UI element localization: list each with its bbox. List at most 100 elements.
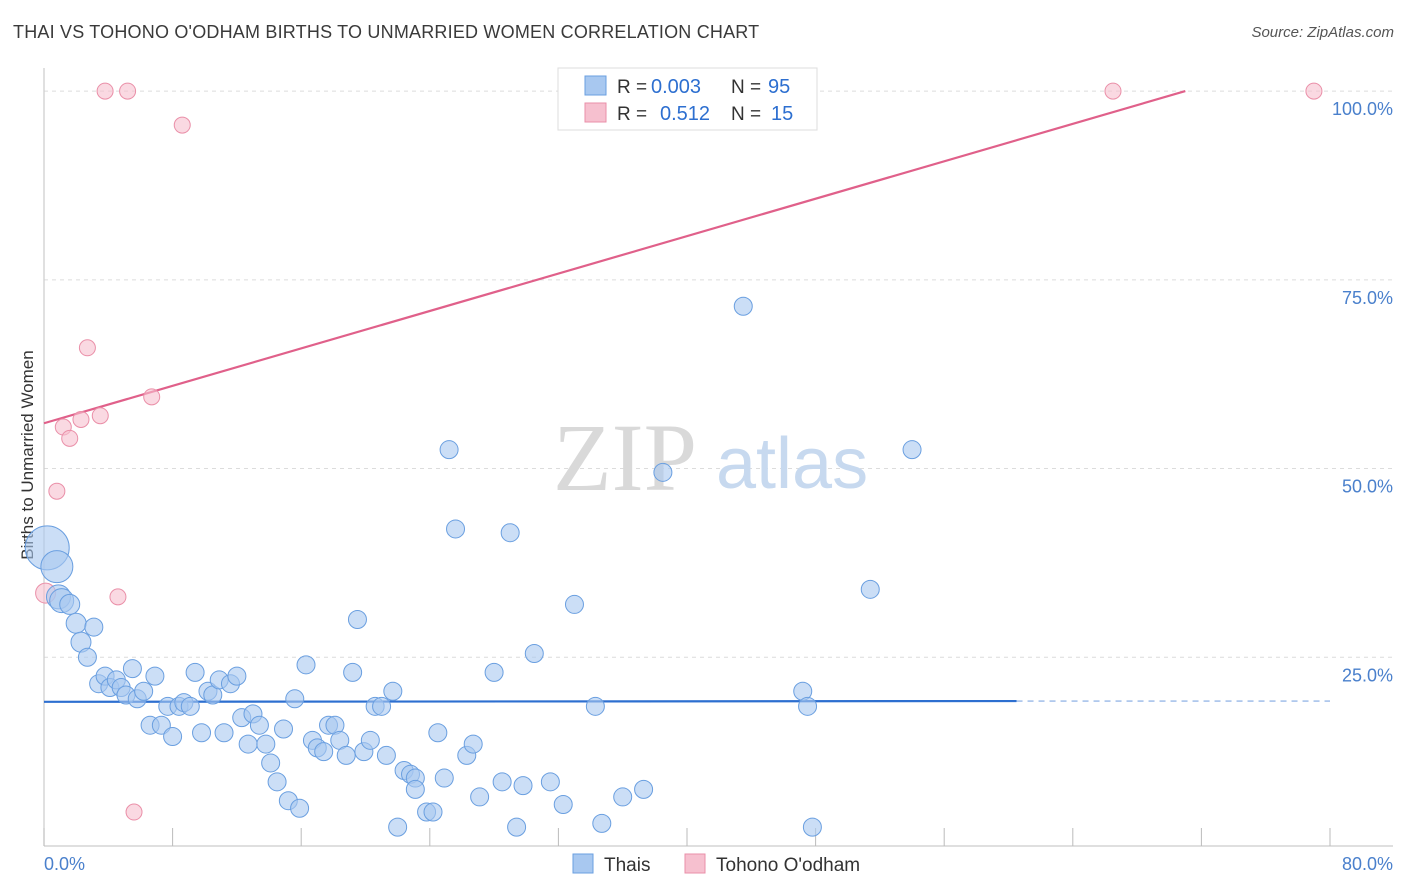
point-tohono — [61, 429, 79, 447]
point-tohono — [119, 82, 137, 100]
point-thais — [151, 715, 171, 735]
legend-n-label-thais: N = — [731, 77, 761, 98]
legend-bottom-label-tohono: Tohono O'odham — [716, 855, 860, 876]
watermark-atlas: atlas — [716, 424, 868, 504]
point-tohono — [96, 82, 114, 100]
watermark-zip: ZIP — [553, 404, 697, 511]
point-thais — [902, 440, 922, 460]
point-thais — [463, 734, 483, 754]
legend-bottom: Thais Tohono O'odham — [572, 853, 860, 876]
point-thais — [347, 610, 367, 630]
y-tick-label-50: 50.0% — [1342, 477, 1393, 497]
point-thais — [434, 768, 454, 788]
point-thais — [524, 644, 544, 663]
gridlines — [44, 90, 1393, 658]
y-tick-label-100: 100.0% — [1332, 99, 1393, 119]
point-thais — [145, 666, 165, 686]
legend-n-value-thais: 95 — [768, 76, 790, 98]
point-thais — [507, 817, 527, 837]
point-thais — [256, 734, 276, 754]
point-thais — [274, 719, 294, 739]
point-tohono — [1104, 82, 1122, 100]
point-thais — [860, 579, 880, 599]
watermark: ZIP atlas — [553, 404, 868, 511]
x-tick-label-min: 0.0% — [44, 854, 85, 874]
legend-r-value-tohono: 0.512 — [660, 103, 710, 125]
point-thais — [261, 753, 281, 773]
axes — [43, 68, 1393, 847]
legend-r-value-thais: 0.003 — [651, 76, 701, 98]
legend-top: R = 0.003 N = 95 R = 0.512 N = 15 — [557, 67, 818, 131]
point-thais — [500, 523, 520, 543]
point-thais — [185, 662, 205, 682]
point-thais — [314, 742, 334, 762]
point-tohono — [125, 803, 143, 821]
point-tohono — [143, 388, 161, 406]
y-tick-label-25: 25.0% — [1342, 665, 1393, 685]
point-thais — [564, 594, 584, 614]
point-thais — [423, 802, 443, 822]
point-thais — [802, 817, 822, 837]
point-thais — [360, 730, 380, 750]
point-thais — [192, 723, 212, 743]
point-thais — [470, 787, 490, 807]
point-thais — [214, 723, 234, 743]
point-tohono — [72, 410, 90, 428]
point-thais — [592, 813, 612, 833]
point-thais — [122, 659, 142, 679]
point-thais — [343, 662, 363, 682]
legend-swatch-thais — [584, 75, 607, 96]
point-thais — [405, 779, 425, 799]
data-points — [24, 82, 1323, 837]
point-tohono — [91, 407, 109, 425]
legend-r-label-thais: R = — [617, 77, 647, 98]
point-thais — [84, 617, 104, 637]
point-thais — [553, 794, 573, 814]
legend-n-label-tohono: N = — [731, 104, 761, 125]
point-tohono — [1305, 82, 1323, 100]
point-thais — [134, 681, 154, 701]
legend-swatch-tohono — [584, 102, 607, 123]
legend-bottom-swatch-thais — [572, 853, 594, 874]
point-thais — [376, 745, 396, 765]
legend-bottom-swatch-tohono — [684, 853, 706, 874]
point-thais — [439, 440, 459, 460]
point-thais — [634, 779, 654, 799]
point-thais — [65, 612, 87, 634]
point-thais — [77, 647, 97, 667]
point-thais — [613, 787, 633, 807]
point-thais — [238, 734, 258, 754]
point-thais — [540, 772, 560, 792]
point-thais — [285, 689, 305, 709]
point-tohono — [173, 116, 191, 134]
point-thais — [163, 727, 183, 747]
point-thais — [59, 593, 81, 615]
point-thais — [296, 655, 316, 675]
point-thais — [290, 798, 310, 818]
point-thais — [653, 462, 673, 482]
chart-title: THAI VS TOHONO O'ODHAM BIRTHS TO UNMARRI… — [13, 22, 760, 42]
point-thais — [336, 745, 356, 765]
point-tohono — [78, 339, 96, 357]
point-thais — [513, 776, 533, 796]
point-thais — [585, 696, 605, 716]
point-thais — [733, 296, 753, 316]
x-tick-label-max: 80.0% — [1342, 854, 1393, 874]
point-thais — [388, 817, 408, 837]
point-thais — [227, 666, 247, 686]
point-thais — [446, 519, 466, 539]
point-thais — [180, 696, 200, 716]
legend-r-label-tohono: R = — [617, 104, 647, 125]
point-thais — [798, 696, 818, 716]
point-thais — [40, 550, 74, 584]
point-thais — [492, 772, 512, 792]
trend-lines — [43, 90, 1330, 703]
y-tick-labels: 25.0% 50.0% 75.0% 100.0% — [1332, 99, 1393, 685]
point-thais — [249, 715, 269, 735]
legend-n-value-tohono: 15 — [771, 103, 793, 125]
legend-bottom-label-thais: Thais — [604, 855, 650, 876]
point-thais — [372, 696, 392, 716]
point-tohono — [109, 588, 127, 606]
point-thais — [484, 662, 504, 682]
